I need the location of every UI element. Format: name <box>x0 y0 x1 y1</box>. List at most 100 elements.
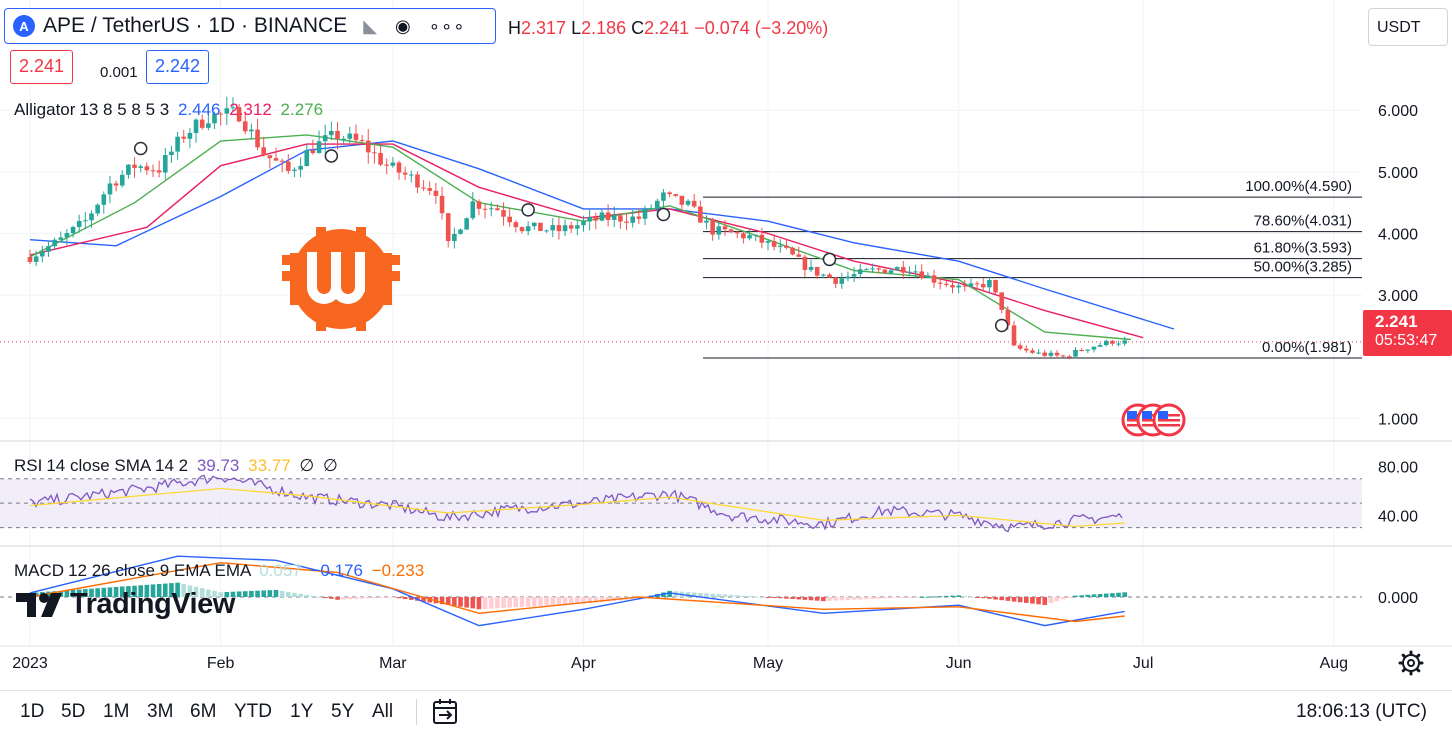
fibonacci-retracement[interactable]: 100.00%(4.590) 78.60%(4.031) 61.80%(3.593)… <box>703 178 1362 359</box>
macd-histogram-bar <box>298 593 303 597</box>
tradingview-logo[interactable]: TradingView <box>14 588 235 621</box>
candle-body <box>980 284 986 288</box>
macd-histogram-bar <box>710 593 715 597</box>
macd-histogram-bar <box>974 597 980 598</box>
candle-body <box>630 216 635 223</box>
range-ytd-button[interactable]: YTD <box>234 701 272 722</box>
candle-body <box>107 183 113 195</box>
y-tick-label: 3.000 <box>1378 288 1418 305</box>
chart-canvas[interactable]: 100.00%(4.590) 78.60%(4.031) 61.80%(3.593)… <box>0 0 1452 690</box>
macd-histogram-bar <box>1036 597 1041 605</box>
us-flag-icon[interactable] <box>1120 402 1190 438</box>
macd-histogram-bar <box>870 597 875 600</box>
macd-histogram-bar <box>876 597 881 599</box>
range-1y-button[interactable]: 1Y <box>290 701 314 722</box>
macd-histogram-bar <box>144 584 150 597</box>
currency-select[interactable]: USDT <box>1368 8 1448 46</box>
candle-body <box>310 150 316 154</box>
macd-legend[interactable]: MACD 12 26 close 9 EMA EMA 0.057 −0.176 −… <box>10 561 424 581</box>
candle-body <box>857 269 863 275</box>
candle-body <box>827 274 832 278</box>
chart-axes: 2023 Feb Mar Apr May Jun Jul Aug 6.000 5.000 4.000… <box>0 103 1452 672</box>
eye-icon[interactable]: ◉ <box>395 15 411 36</box>
buy-price-button[interactable]: 2.242 <box>146 50 210 84</box>
macd-histogram-bar <box>1067 597 1072 598</box>
macd-histogram-bar <box>1110 593 1115 597</box>
macd-histogram-bar <box>138 585 143 597</box>
macd-histogram-bar <box>839 597 845 601</box>
range-1m-button[interactable]: 1M <box>103 701 130 722</box>
candle-body <box>802 256 808 270</box>
candle-body <box>304 150 310 166</box>
candle-body <box>931 275 937 283</box>
macd-histogram-bar <box>1060 597 1066 600</box>
candle-body <box>642 208 648 219</box>
high-value: 2.317 <box>521 18 567 38</box>
range-3m-button[interactable]: 3M <box>147 701 174 722</box>
macd-histogram-bar <box>255 590 260 597</box>
goto-date-icon[interactable] <box>430 697 462 727</box>
candle-body <box>372 152 377 154</box>
drawing-tool-icon[interactable]: ◣ <box>363 15 378 36</box>
candle-body <box>821 274 826 276</box>
candle-body <box>273 158 279 161</box>
macd-line <box>29 555 1125 627</box>
macd-histogram-bar <box>1085 594 1091 597</box>
candle-body <box>925 275 931 279</box>
macd-histogram-bar <box>894 597 900 598</box>
change-value: −0.074 (−3.20%) <box>694 18 829 38</box>
range-all-button[interactable]: All <box>372 701 394 722</box>
range-5d-button[interactable]: 5D <box>61 701 86 722</box>
candle-body <box>409 174 414 176</box>
macd-pane <box>0 555 1362 627</box>
candle-body <box>242 121 248 132</box>
candle-body <box>156 170 162 173</box>
candle-body <box>335 130 340 139</box>
settings-gear-icon[interactable] <box>1398 650 1424 676</box>
range-6m-button[interactable]: 6M <box>190 701 217 722</box>
candle-body <box>544 230 549 232</box>
candle-body <box>894 267 900 271</box>
candle-body <box>741 233 746 239</box>
candle-body <box>199 119 205 128</box>
candle-body <box>599 212 605 221</box>
macd-histogram-bar <box>1103 593 1109 597</box>
macd-histogram-bar <box>236 591 242 597</box>
macd-histogram-bar <box>409 597 414 600</box>
bar-countdown: 05:53:47 <box>1375 332 1438 349</box>
candle-body <box>126 164 131 175</box>
rsi-legend[interactable]: RSI 14 close SMA 14 2 39.73 33.77 ∅ ∅ <box>10 456 338 476</box>
candle-body <box>1097 345 1103 347</box>
macd-histogram-bar <box>132 585 137 597</box>
symbol-title[interactable]: APE / TetherUS · 1D · BINANCE <box>43 14 348 37</box>
macd-histogram-bar <box>452 597 457 606</box>
macd-histogram-bar <box>107 587 113 597</box>
macd-histogram-bar <box>919 596 925 598</box>
candlestick-series <box>27 96 1127 360</box>
macd-histogram-bar <box>212 590 217 597</box>
candle-body <box>907 271 912 273</box>
more-icon[interactable]: ∘∘∘ <box>428 15 466 36</box>
sell-price-button[interactable]: 2.241 <box>10 50 74 84</box>
range-1d-button[interactable]: 1D <box>20 701 45 722</box>
candle-body <box>648 208 654 210</box>
alligator-legend[interactable]: Alligator 13 8 5 8 5 3 2.446 2.312 2.276 <box>10 100 323 120</box>
macd-histogram-bar <box>747 596 752 598</box>
alligator-jaw-line <box>29 140 1175 330</box>
range-5y-button[interactable]: 5Y <box>331 701 355 722</box>
x-tick-label: Apr <box>571 655 597 672</box>
candle-body <box>747 235 752 239</box>
candle-body <box>1054 352 1060 356</box>
symbol-header[interactable]: A APE / TetherUS · 1D · BINANCE ◣ ◉ ∘∘∘ <box>4 8 496 44</box>
macd-histogram-bar <box>901 597 906 598</box>
alligator-teeth-value: 2.312 <box>229 100 272 119</box>
macd-histogram-bar <box>532 597 537 607</box>
candle-body <box>495 208 500 211</box>
candle-body <box>353 133 359 140</box>
candle-body <box>618 215 623 222</box>
utc-clock[interactable]: 18:06:13 (UTC) <box>1296 701 1427 722</box>
macd-histogram-bar <box>501 597 506 608</box>
macd-histogram-bar <box>181 584 187 597</box>
candle-body <box>993 280 998 293</box>
candle-body <box>784 245 789 248</box>
